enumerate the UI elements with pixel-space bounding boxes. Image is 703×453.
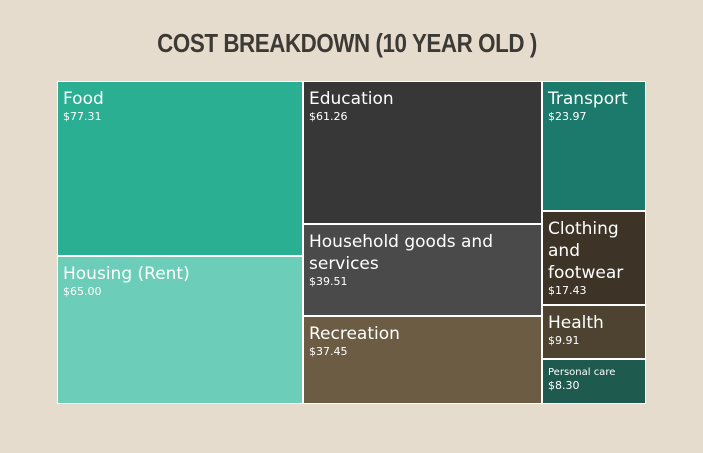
tile-label: Recreation — [309, 324, 400, 344]
tile-value: $23.97 — [548, 110, 587, 123]
treemap-tile[interactable]: Personal care $8.30 — [542, 359, 646, 404]
tile-label: Transport — [548, 89, 628, 109]
tile-value: $37.45 — [309, 345, 348, 358]
treemap-tile[interactable]: Education $61.26 — [303, 81, 542, 224]
chart-title: COST BREAKDOWN (10 YEAR OLD ) — [157, 28, 537, 58]
treemap-tile[interactable]: Food $77.31 — [57, 81, 303, 256]
treemap-tile[interactable]: Housing (Rent) $65.00 — [57, 256, 303, 404]
treemap-tile[interactable]: Household goods and services $39.51 — [303, 224, 542, 316]
tile-value: $17.43 — [548, 284, 587, 297]
tile-value: $9.91 — [548, 334, 580, 347]
tile-value: $65.00 — [63, 285, 102, 298]
tile-value: $77.31 — [63, 110, 102, 123]
treemap-tile[interactable]: Transport $23.97 — [542, 81, 646, 211]
treemap-tile[interactable]: Health $9.91 — [542, 305, 646, 359]
tile-label: Clothing and footwear — [548, 219, 624, 283]
tile-label: Health — [548, 313, 604, 333]
tile-label: Food — [63, 89, 104, 109]
tile-label: Housing (Rent) — [63, 264, 190, 284]
tile-value: $8.30 — [548, 379, 580, 392]
treemap-tile[interactable]: Recreation $37.45 — [303, 316, 542, 404]
tile-label: Household goods and services — [309, 232, 493, 274]
tile-label: Education — [309, 89, 394, 109]
treemap-tile[interactable]: Clothing and footwear $17.43 — [542, 211, 646, 305]
tile-value: $61.26 — [309, 110, 348, 123]
tile-value: $39.51 — [309, 275, 348, 288]
treemap: Food $77.31 Housing (Rent) $65.00 Education $… — [57, 81, 646, 404]
tile-label: Personal care — [548, 367, 616, 378]
